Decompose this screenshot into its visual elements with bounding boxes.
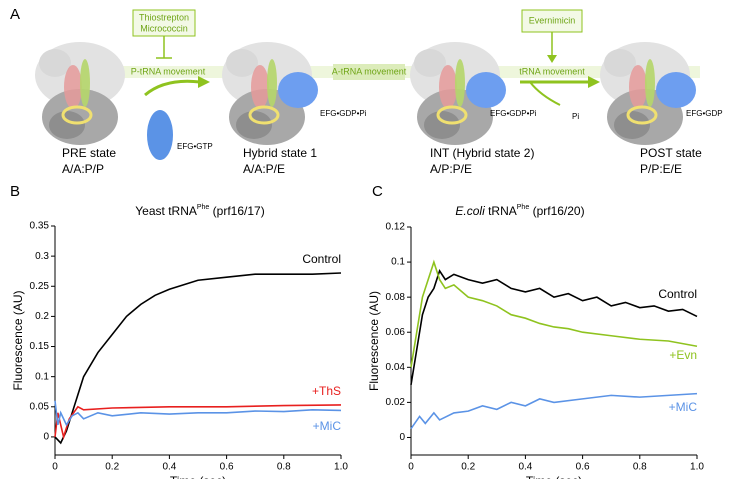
series-label: +Evn (669, 348, 697, 362)
efg-shape (278, 72, 318, 108)
y-tick-label: 0.2 (35, 311, 49, 322)
efg-label: EFG•GTP (177, 142, 213, 151)
x-tick-label: 0 (408, 462, 414, 473)
efg-shape (656, 72, 696, 108)
title-suffix: (prf16/20) (529, 204, 584, 218)
arrow-head (588, 76, 600, 88)
efg-label: EFG•GDP•Pi (490, 109, 537, 118)
y-tick-label: 0.25 (30, 281, 50, 292)
y-tick-label: 0.02 (386, 397, 406, 408)
efg-label: EFG•GDP (686, 109, 723, 118)
x-tick-label: 0.8 (633, 462, 647, 473)
y-tick-label: 0.04 (386, 362, 406, 373)
x-tick-label: 0.4 (518, 462, 532, 473)
series-label: Control (658, 287, 697, 301)
x-tick-label: 0.6 (220, 462, 234, 473)
series-line (54, 404, 342, 440)
series-line (410, 259, 698, 368)
y-tick-label: 0.35 (30, 221, 50, 232)
state-name: INT (Hybrid state 2) (430, 146, 534, 160)
state-code: A/A:P/E (243, 162, 285, 176)
arrow-head (547, 55, 557, 63)
series-label: +MiC (313, 419, 342, 433)
state-code: P/P:E/E (640, 162, 682, 176)
series-line (54, 272, 342, 445)
y-tick-label: 0.06 (386, 327, 406, 338)
title-sup: Phe (197, 204, 210, 211)
x-tick-label: 0.6 (576, 462, 590, 473)
movement-label: P-tRNA movement (131, 66, 206, 76)
state-name: POST state (640, 146, 702, 160)
y-tick-label: 0.12 (386, 222, 406, 233)
chart-title: E.coli tRNAPhe (prf16/20) (455, 204, 584, 218)
y-tick-label: 0.3 (35, 251, 49, 262)
inhibitor: Micrococcin (140, 23, 188, 33)
panel-letter: A (10, 6, 20, 23)
title-sup: Phe (517, 204, 530, 211)
inhibitor-box (132, 9, 196, 37)
series-line (410, 269, 698, 385)
x-tick-label: 0.8 (277, 462, 291, 473)
state-name: Hybrid state 1 (243, 146, 317, 160)
x-axis-label: Time (sec) (526, 474, 582, 479)
movement-label: A-tRNA movement (332, 66, 407, 76)
efg-label: EFG•GDP•Pi (320, 109, 367, 118)
title-text: Yeast tRNA (135, 204, 197, 218)
inhibitor: Thiostrepton (139, 12, 189, 22)
inhibitor: Evernimicin (529, 15, 576, 25)
y-tick-label: 0.15 (30, 341, 50, 352)
y-tick-label: 0 (399, 432, 405, 443)
x-tick-label: 0.2 (461, 462, 475, 473)
state-code: A/A:P/P (62, 162, 104, 176)
y-axis-label: Fluorescence (AU) (367, 291, 381, 391)
arrow-box (333, 64, 405, 80)
state-code: A/P:P/E (430, 162, 472, 176)
x-tick-label: 0.2 (105, 462, 119, 473)
ribosome (33, 40, 127, 147)
arrow (144, 79, 201, 97)
arrow (529, 81, 561, 106)
y-tick-label: 0.08 (386, 292, 406, 303)
pi-label: Pi (572, 112, 579, 121)
y-axis-label: Fluorescence (AU) (11, 290, 25, 390)
y-tick-label: 0.05 (30, 401, 50, 412)
panel-letter: B (10, 183, 20, 200)
movement-label: tRNA movement (519, 66, 585, 76)
chart-title: Yeast tRNAPhe (prf16/17) (135, 204, 264, 218)
efg-shape (147, 110, 173, 160)
x-tick-label: 0.4 (162, 462, 176, 473)
state-name: PRE state (62, 146, 116, 160)
y-tick-label: 0.1 (35, 371, 49, 382)
series-line (410, 392, 698, 430)
x-tick-label: 1.0 (690, 462, 704, 473)
series-label: Control (302, 252, 341, 266)
title-text: tRNA (485, 204, 517, 218)
panel-letter: C (372, 183, 383, 200)
y-tick-label: 0.1 (391, 257, 405, 268)
title-italic: E.coli (455, 204, 485, 218)
arrow-head (198, 76, 210, 88)
x-tick-label: 1.0 (334, 462, 348, 473)
x-axis-label: Time (sec) (170, 474, 226, 479)
series-label: +MiC (669, 400, 698, 414)
x-tick-label: 0 (52, 462, 58, 473)
efg-shape (466, 72, 506, 108)
title-suffix: (prf16/17) (209, 204, 264, 218)
series-line (54, 400, 342, 427)
y-tick-label: 0 (43, 432, 49, 443)
series-label: +ThS (312, 384, 341, 398)
